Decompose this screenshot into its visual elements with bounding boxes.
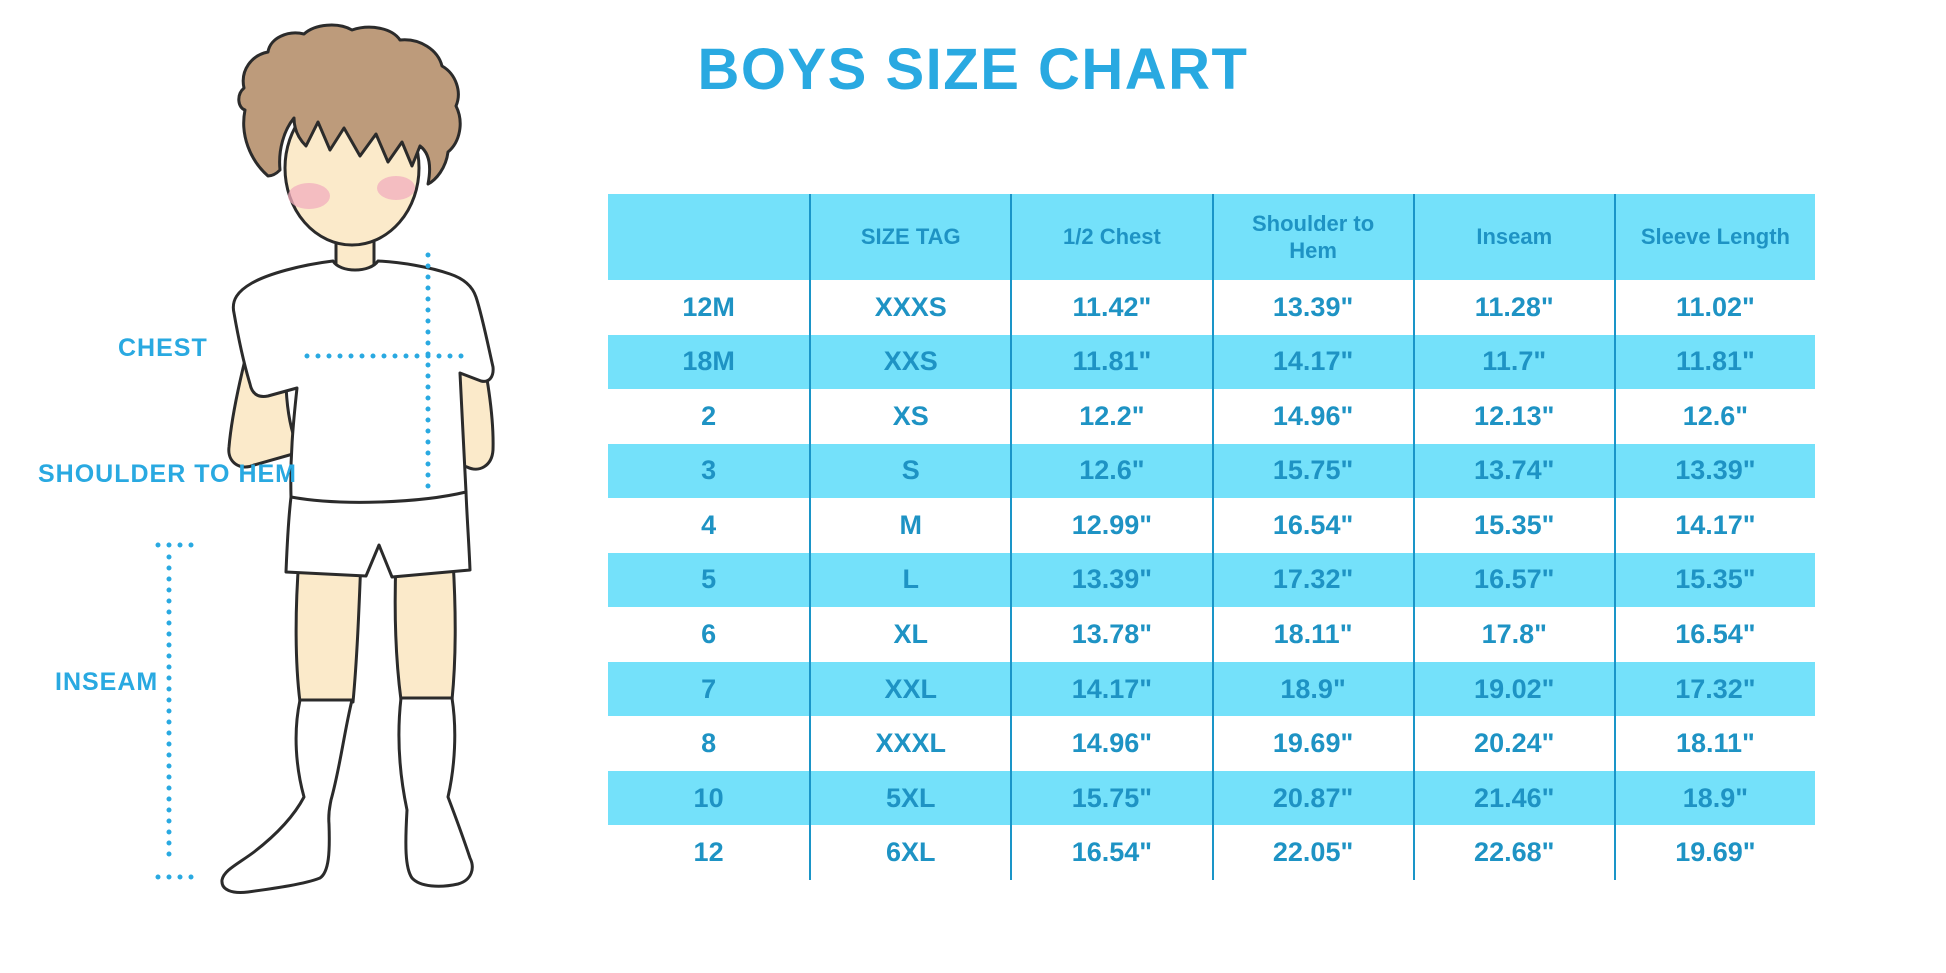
table-cell: 13.39" xyxy=(1010,552,1212,608)
table-cell: 13.39" xyxy=(1613,443,1815,499)
table-cell: 16.54" xyxy=(1010,825,1211,880)
table-cell: 17.8" xyxy=(1412,607,1614,662)
column-header: Shoulder to Hem xyxy=(1211,194,1413,280)
table-cell: 19.69" xyxy=(1613,825,1815,880)
table-cell: 16.57" xyxy=(1412,552,1614,608)
table-cell: 14.17" xyxy=(1211,334,1413,390)
table-cell: 11.42" xyxy=(1010,280,1211,335)
table-cell: 13.74" xyxy=(1412,443,1614,499)
table-cell: XL xyxy=(809,607,1010,662)
table-cell: 14.96" xyxy=(1211,389,1413,444)
table-cell: 15.35" xyxy=(1613,552,1815,608)
table-cell: 22.05" xyxy=(1211,825,1413,880)
table-cell: XS xyxy=(809,389,1010,444)
table-cell: 14.96" xyxy=(1010,716,1211,771)
column-header: SIZE TAG xyxy=(809,194,1011,280)
boy-right-sock xyxy=(397,696,474,888)
table-cell: 15.35" xyxy=(1412,498,1614,553)
label-inseam: INSEAM xyxy=(55,668,159,696)
boy-left-sock xyxy=(220,698,354,894)
boy-blush-left xyxy=(288,183,330,209)
table-cell: 16.54" xyxy=(1613,607,1815,662)
table-cell: 21.46" xyxy=(1412,770,1614,826)
table-cell: 12.99" xyxy=(1010,498,1211,553)
table-cell: 15.75" xyxy=(1010,770,1212,826)
table-cell: 16.54" xyxy=(1211,498,1413,553)
table-cell: 5XL xyxy=(809,770,1011,826)
table-cell: XXS xyxy=(809,334,1011,390)
table-cell: 14.17" xyxy=(1613,498,1815,553)
table-cell: 19.69" xyxy=(1211,716,1413,771)
row-size-label: 12M xyxy=(682,291,735,322)
table-cell: 6XL xyxy=(809,825,1010,880)
boy-left-thigh xyxy=(294,556,363,704)
table-cell: M xyxy=(809,498,1010,553)
table-cell: 14.17" xyxy=(1010,661,1212,717)
table-cell: 11.7" xyxy=(1412,334,1614,390)
row-size-label: 5 xyxy=(608,552,810,608)
table-cell: 20.87" xyxy=(1211,770,1413,826)
table-cell: 18.11" xyxy=(1211,607,1413,662)
row-size-label: 2 xyxy=(701,400,717,431)
row-size-label: 18M xyxy=(608,334,810,390)
row-size-label: 6 xyxy=(701,619,717,650)
row-size-label: 8 xyxy=(701,728,717,759)
table-cell: 15.75" xyxy=(1211,443,1413,499)
column-header: Inseam xyxy=(1412,194,1614,280)
table-cell: 12.2" xyxy=(1010,389,1211,444)
boy-blush-right xyxy=(377,176,415,200)
table-cell: 20.24" xyxy=(1412,716,1614,771)
table-cell: 11.02" xyxy=(1613,280,1815,335)
boy-measurement-illustration xyxy=(155,23,495,894)
column-header: Sleeve Length xyxy=(1613,194,1815,280)
table-cell: S xyxy=(809,443,1011,499)
boy-hair xyxy=(237,23,462,186)
boy-right-thigh xyxy=(393,558,457,702)
column-header: 1/2 Chest xyxy=(1010,194,1212,280)
table-cell: XXXL xyxy=(809,716,1010,771)
table-cell: XXXS xyxy=(809,280,1010,335)
boy-shorts xyxy=(284,490,472,579)
table-cell: 11.81" xyxy=(1010,334,1212,390)
table-cell: 18.11" xyxy=(1613,716,1815,771)
table-cell: 17.32" xyxy=(1613,661,1815,717)
table-cell: 12.13" xyxy=(1412,389,1614,444)
table-cell: XXL xyxy=(809,661,1011,717)
table-cell: 17.32" xyxy=(1211,552,1413,608)
column-header xyxy=(608,194,810,280)
size-table: SIZE TAG 1/2 Chest Shoulder to Hem Inseam Sl… xyxy=(608,194,1815,880)
table-cell: 18.9" xyxy=(1613,770,1815,826)
page-title: BOYS SIZE CHART xyxy=(697,37,1249,102)
row-size-label: 12 xyxy=(693,837,724,868)
table-cell: 11.81" xyxy=(1613,334,1815,390)
label-chest: CHEST xyxy=(118,334,208,362)
table-cell: 12.6" xyxy=(1613,389,1815,444)
label-shoulder-to-hem: SHOULDER TO HEM xyxy=(38,460,297,488)
row-size-label: 7 xyxy=(608,661,810,717)
table-cell: 22.68" xyxy=(1412,825,1614,880)
table-cell: 13.78" xyxy=(1010,607,1211,662)
table-cell: 18.9" xyxy=(1211,661,1413,717)
row-size-label: 3 xyxy=(608,443,810,499)
table-cell: 13.39" xyxy=(1211,280,1413,335)
table-cell: L xyxy=(809,552,1011,608)
row-size-label: 10 xyxy=(608,770,810,826)
table-cell: 11.28" xyxy=(1412,280,1614,335)
table-cell: 19.02" xyxy=(1412,661,1614,717)
row-size-label: 4 xyxy=(701,509,717,540)
table-cell: 12.6" xyxy=(1010,443,1212,499)
